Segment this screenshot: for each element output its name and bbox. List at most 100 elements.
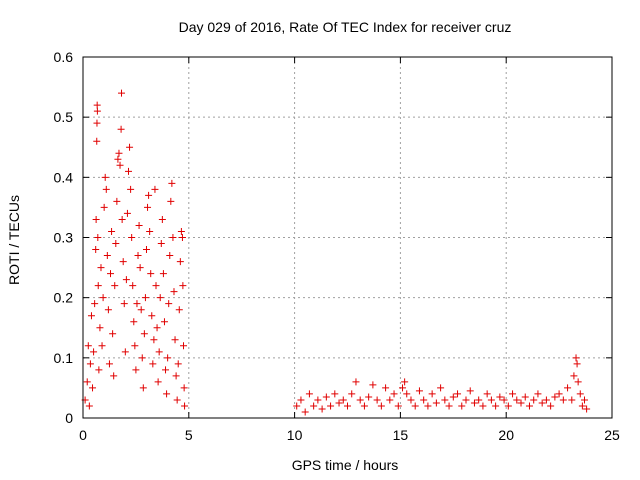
y-tick-label: 0.4 (54, 169, 74, 185)
data-point (348, 390, 356, 398)
data-point (574, 378, 582, 386)
data-point (103, 252, 111, 260)
data-point (168, 179, 176, 187)
y-tick-label: 0.2 (54, 290, 74, 306)
data-point (169, 234, 177, 241)
x-tick-label: 25 (604, 427, 620, 443)
data-point (170, 288, 178, 296)
data-point (89, 384, 97, 392)
data-point (297, 396, 305, 404)
data-point (564, 384, 572, 392)
data-point (137, 306, 145, 314)
data-point (95, 366, 103, 374)
x-tick-label: 0 (79, 427, 87, 443)
data-point (141, 294, 149, 302)
data-point (151, 185, 159, 193)
data-point (138, 354, 146, 362)
data-point (160, 318, 168, 326)
x-tick-label: 20 (498, 427, 514, 443)
data-point (131, 342, 139, 350)
data-point (572, 354, 580, 362)
data-point (83, 378, 91, 386)
data-point (377, 402, 385, 410)
data-point (100, 203, 108, 211)
data-point (428, 390, 436, 398)
data-point (479, 402, 487, 410)
data-point (109, 330, 117, 338)
data-point (117, 125, 125, 133)
data-point (173, 396, 181, 404)
data-point (129, 282, 137, 290)
data-point (432, 399, 440, 407)
ticks-layer: 0 5 10 15 20 25 0 0.1 0.2 0.3 0.4 0.5 0.6 (54, 49, 620, 443)
data-point (104, 306, 112, 314)
data-point (401, 378, 409, 386)
data-point (454, 390, 462, 398)
data-point (153, 324, 161, 332)
grid-layer (83, 57, 612, 418)
data-point (108, 227, 116, 235)
data-point (180, 342, 188, 350)
data-point (92, 215, 100, 223)
data-point (114, 155, 122, 163)
data-point (94, 282, 102, 290)
y-axis-label: ROTI / TECUs (6, 195, 22, 285)
data-point (305, 390, 313, 398)
data-point (158, 215, 166, 223)
data-point (176, 258, 184, 266)
data-point (120, 300, 128, 308)
data-point (85, 402, 93, 410)
data-point (293, 402, 301, 410)
data-point (449, 393, 457, 401)
data-point (133, 300, 141, 308)
data-point (576, 390, 584, 398)
data-point (93, 101, 101, 109)
chart-title: Day 029 of 2016, Rate Of TEC Index for r… (179, 19, 512, 35)
data-point (534, 390, 542, 398)
data-point (179, 282, 187, 290)
data-point (310, 402, 318, 410)
data-point (386, 396, 394, 404)
data-point (407, 396, 415, 404)
data-point (559, 396, 567, 404)
data-point (551, 393, 559, 401)
data-point (530, 396, 538, 404)
data-point (335, 399, 343, 407)
data-point (525, 402, 533, 410)
data-point (180, 384, 188, 392)
data-point (118, 215, 126, 223)
data-point (94, 234, 102, 241)
data-point (156, 294, 164, 302)
data-point (152, 282, 160, 290)
y-tick-label: 0.3 (54, 230, 74, 246)
data-point (373, 396, 381, 404)
data-point (441, 396, 449, 404)
data-point (110, 372, 118, 380)
data-point (394, 402, 402, 410)
data-point (119, 258, 127, 266)
data-point (162, 366, 170, 374)
data-point (98, 342, 106, 350)
data-point (171, 336, 179, 344)
data-point (102, 185, 110, 193)
y-tick-label: 0.6 (54, 49, 74, 65)
data-point (84, 342, 92, 350)
data-point (492, 402, 500, 410)
data-point (111, 282, 119, 290)
data-points-layer (81, 89, 591, 416)
data-point (167, 197, 175, 205)
data-point (105, 360, 113, 368)
data-point (165, 300, 173, 308)
data-point (496, 393, 504, 401)
plot-area-frame (82, 56, 613, 419)
data-point (301, 408, 309, 416)
data-point (382, 384, 390, 392)
data-point (177, 227, 185, 235)
data-point (93, 137, 101, 145)
data-point (403, 390, 411, 398)
data-point (93, 107, 101, 115)
data-point (142, 246, 150, 254)
data-point (97, 264, 105, 272)
data-point (127, 185, 135, 193)
